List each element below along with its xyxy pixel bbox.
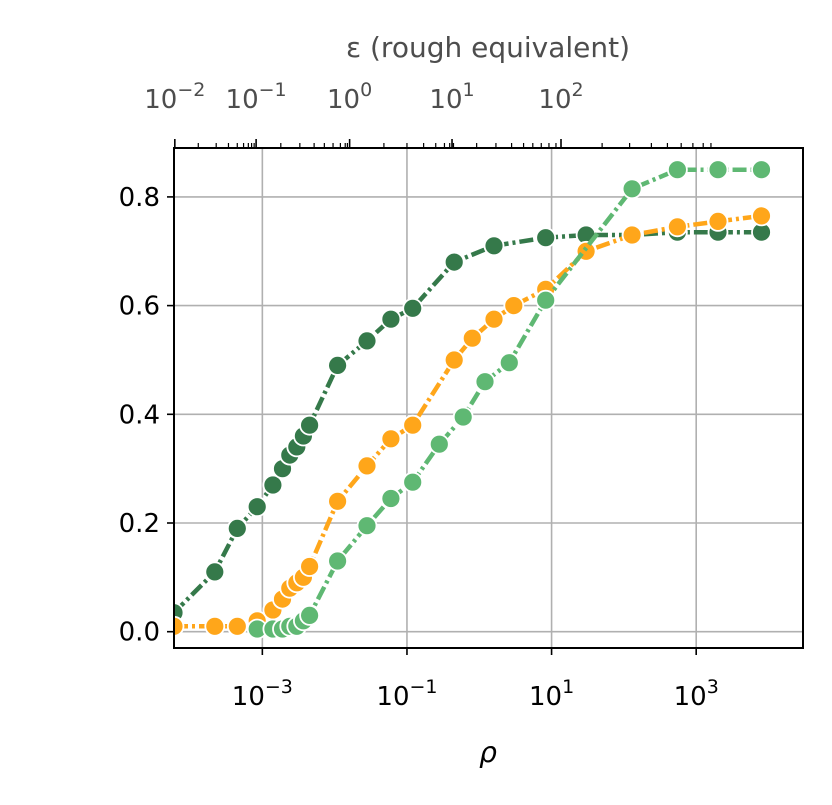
top-tick-label-base: 10 xyxy=(226,85,259,115)
series-body xyxy=(174,159,772,640)
data-point xyxy=(226,615,248,637)
data-point xyxy=(474,371,496,393)
data-point xyxy=(380,308,402,330)
top-tick-label-base: 10 xyxy=(429,85,462,115)
top-tick-label: 10−1 xyxy=(226,79,287,115)
data-point xyxy=(535,289,557,311)
series-line xyxy=(174,213,762,629)
data-point xyxy=(204,615,226,637)
data-point xyxy=(327,490,349,512)
data-point xyxy=(356,455,378,477)
top-tick-label: 10−2 xyxy=(144,79,205,115)
top-tick-label-exponent: 0 xyxy=(360,79,372,101)
x-tick-label-base: 10 xyxy=(529,682,562,712)
series-line xyxy=(174,229,762,615)
data-point xyxy=(503,295,525,317)
data-point xyxy=(443,251,465,273)
x-tick-label-base: 10 xyxy=(376,682,409,712)
series-2 xyxy=(246,159,772,640)
data-point xyxy=(483,308,505,330)
y-tick-label: 0.4 xyxy=(119,400,160,430)
y-tick-label: 0.0 xyxy=(119,618,160,648)
data-point xyxy=(621,178,643,200)
data-point xyxy=(299,605,321,626)
data-point xyxy=(443,349,465,371)
x-tick-label-base: 10 xyxy=(674,682,707,712)
data-point xyxy=(174,615,185,637)
data-point xyxy=(667,159,688,181)
data-point xyxy=(299,556,321,577)
x-axis-title: ρ xyxy=(479,736,497,769)
data-point xyxy=(751,159,772,181)
data-point xyxy=(667,216,688,238)
data-point xyxy=(246,496,268,518)
data-point xyxy=(327,550,349,572)
top-tick-label-base: 10 xyxy=(144,85,177,115)
x-tick-label: 10−1 xyxy=(376,676,437,712)
data-point xyxy=(498,352,520,374)
data-point xyxy=(428,433,450,455)
data-point xyxy=(483,235,505,257)
data-point xyxy=(262,474,284,496)
data-point xyxy=(380,428,402,450)
plot-frame xyxy=(173,147,804,649)
data-point xyxy=(327,354,349,376)
top-tick-label-exponent: 1 xyxy=(463,79,475,101)
series-1 xyxy=(174,205,772,637)
x-tick-label-base: 10 xyxy=(232,682,265,712)
top-tick-label-exponent: 2 xyxy=(572,79,584,101)
x-tick-label-exponent: −1 xyxy=(410,676,438,698)
top-tick-label: 101 xyxy=(429,79,474,115)
data-point xyxy=(226,518,248,539)
data-point xyxy=(204,561,226,583)
x-tick-label-exponent: 1 xyxy=(562,676,574,698)
data-point xyxy=(402,414,424,436)
y-tick-label: 0.2 xyxy=(119,509,160,539)
data-point xyxy=(380,488,402,509)
series-0 xyxy=(174,221,772,624)
top-tick-label-base: 10 xyxy=(327,85,360,115)
data-point xyxy=(452,406,474,428)
data-point xyxy=(356,515,378,537)
top-tick-label-base: 10 xyxy=(538,85,571,115)
x-tick-label: 103 xyxy=(674,676,719,712)
data-point xyxy=(707,210,729,232)
data-point xyxy=(621,224,643,246)
top-axis-title: ε (rough equivalent) xyxy=(346,31,630,64)
data-point xyxy=(299,414,321,436)
data-point xyxy=(535,227,557,249)
y-tick-label: 0.8 xyxy=(119,183,160,213)
x-tick-label: 101 xyxy=(529,676,574,712)
data-point xyxy=(461,327,483,349)
top-tick-label: 102 xyxy=(538,79,583,115)
top-tick-label-exponent: −1 xyxy=(259,79,287,101)
top-tick-label-exponent: −2 xyxy=(177,79,205,101)
x-tick-label-exponent: 3 xyxy=(707,676,719,698)
data-point xyxy=(402,297,424,319)
x-tick-label-exponent: −3 xyxy=(265,676,293,698)
data-point xyxy=(356,330,378,352)
data-point xyxy=(707,159,729,181)
y-tick-label: 0.6 xyxy=(119,292,160,322)
x-tick-label: 10−3 xyxy=(232,676,293,712)
top-tick-label: 100 xyxy=(327,79,372,115)
ticks xyxy=(167,139,712,655)
data-point xyxy=(751,205,772,227)
data-point xyxy=(402,471,424,493)
series-layer xyxy=(174,159,772,640)
